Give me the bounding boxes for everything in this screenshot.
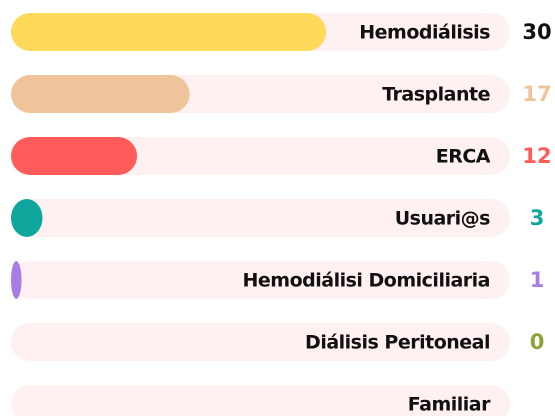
category-label: Diálisis Peritoneal [305,332,490,354]
category-label: Hemodiálisi Domiciliaria [243,270,491,292]
value-label: 30 [522,20,551,44]
value-label: 3 [530,206,545,230]
bar-track [11,261,510,299]
category-label: Hemodiálisis [359,22,490,44]
category-label: Trasplante [382,84,490,106]
bar-track [11,137,510,175]
value-label: 0 [530,330,545,354]
bar-track [11,323,510,361]
bar [11,137,138,175]
value-label: 17 [522,82,551,106]
bar [11,13,327,51]
bar-track [11,199,510,237]
bar [11,199,43,237]
category-label: ERCA [436,146,491,168]
value-label: 1 [530,268,545,292]
bar [11,261,22,299]
value-label: 12 [522,144,551,168]
bar [11,75,190,113]
bar-track [11,385,510,416]
category-label: Usuari@s [395,208,490,230]
category-label: Familiar [408,394,491,416]
